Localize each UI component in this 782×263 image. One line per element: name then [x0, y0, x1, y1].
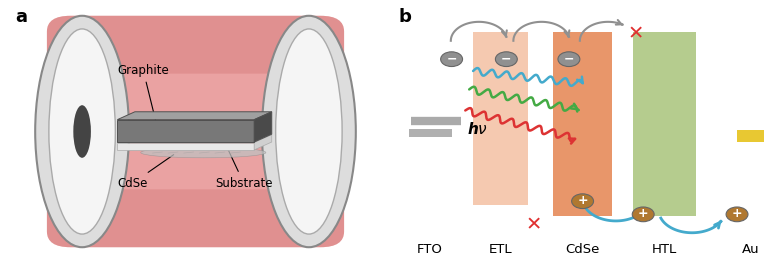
Bar: [554, 32, 612, 216]
Text: +: +: [638, 207, 648, 220]
Text: −: −: [501, 52, 511, 65]
Text: h$\nu$: h$\nu$: [468, 121, 488, 137]
Polygon shape: [117, 120, 254, 142]
Polygon shape: [254, 135, 272, 150]
Text: −: −: [564, 52, 574, 65]
Text: b: b: [399, 8, 411, 26]
Text: Graphite: Graphite: [117, 64, 169, 121]
FancyBboxPatch shape: [47, 16, 344, 247]
Ellipse shape: [276, 29, 343, 234]
Text: +: +: [732, 207, 742, 220]
Circle shape: [572, 194, 594, 209]
Ellipse shape: [262, 16, 356, 247]
Polygon shape: [254, 112, 272, 142]
Bar: [409, 129, 452, 137]
Text: ✕: ✕: [627, 25, 644, 44]
Ellipse shape: [74, 105, 91, 158]
Circle shape: [441, 52, 463, 67]
Text: CdSe: CdSe: [117, 155, 174, 190]
Text: CdSe: CdSe: [565, 244, 600, 256]
Text: ✕: ✕: [526, 215, 542, 234]
Text: HTL: HTL: [652, 244, 677, 256]
Polygon shape: [117, 143, 254, 150]
Text: Substrate: Substrate: [215, 149, 273, 190]
Text: +: +: [577, 194, 588, 207]
Text: a: a: [16, 8, 27, 26]
Bar: [633, 32, 696, 216]
FancyBboxPatch shape: [47, 189, 344, 247]
Polygon shape: [117, 135, 272, 143]
Text: −: −: [447, 52, 457, 65]
Circle shape: [496, 52, 518, 67]
Bar: [473, 32, 528, 205]
Circle shape: [633, 207, 655, 222]
Text: ETL: ETL: [489, 244, 512, 256]
Text: FTO: FTO: [417, 244, 443, 256]
Ellipse shape: [141, 147, 266, 158]
Bar: [737, 130, 765, 142]
Circle shape: [726, 207, 748, 222]
Ellipse shape: [48, 29, 116, 234]
FancyBboxPatch shape: [47, 16, 344, 74]
Text: Au: Au: [742, 244, 759, 256]
Circle shape: [558, 52, 580, 67]
Polygon shape: [117, 112, 272, 120]
Ellipse shape: [35, 16, 129, 247]
